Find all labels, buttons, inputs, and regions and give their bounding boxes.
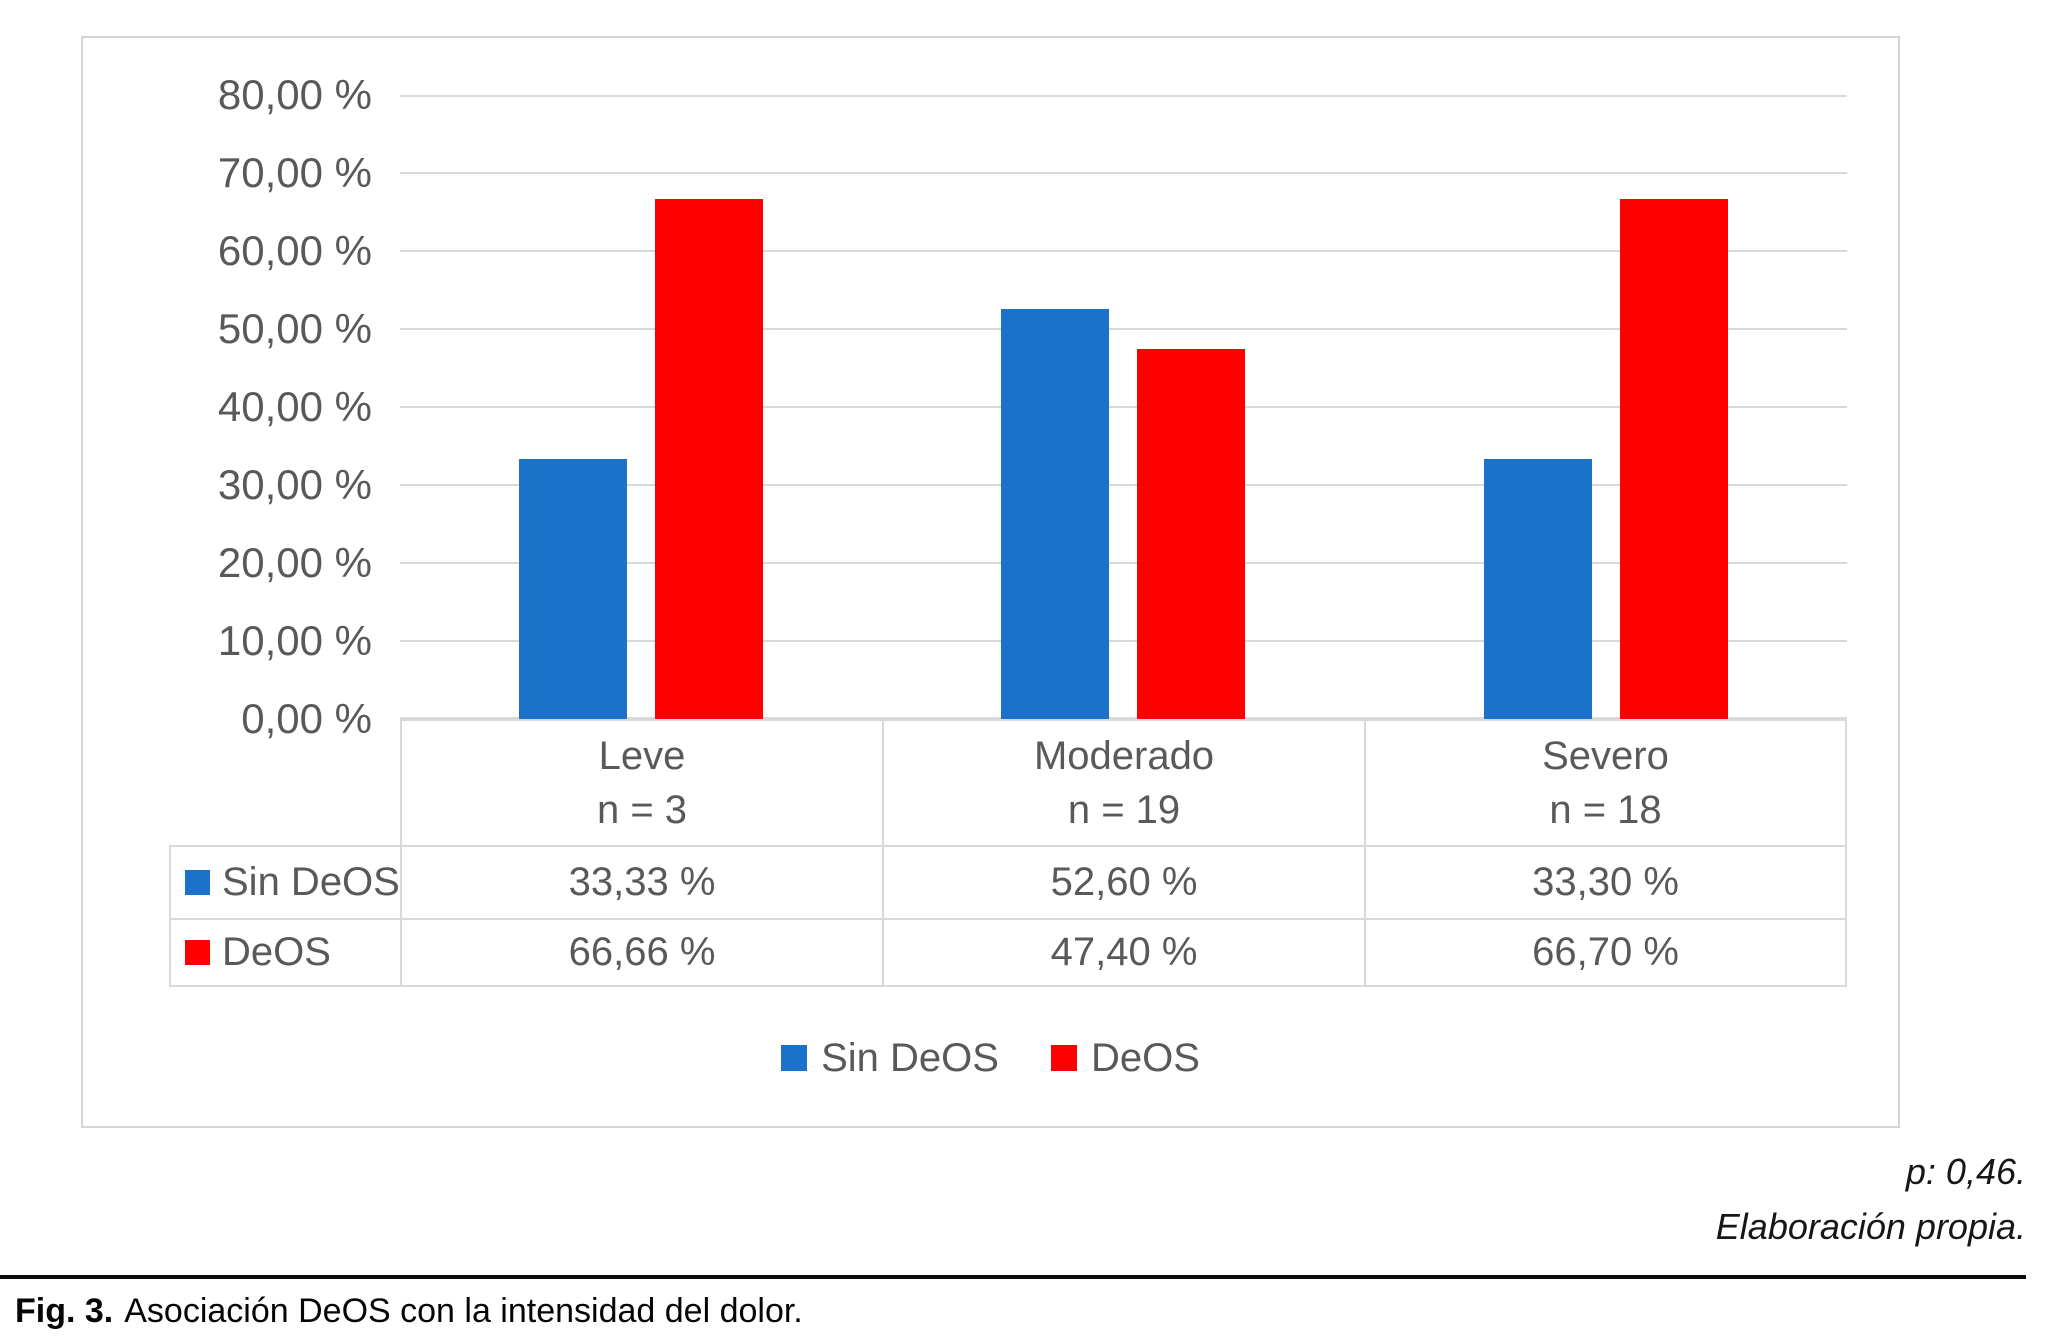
series-name: DeOS bbox=[222, 930, 331, 974]
table-value-deos-leve: 66,66 % bbox=[400, 918, 882, 987]
series-name: Sin DeOS bbox=[222, 860, 400, 904]
table-value-deos-moderado: 47,40 % bbox=[882, 918, 1364, 987]
category-count: n = 3 bbox=[596, 788, 688, 832]
gridline-10 bbox=[400, 640, 1847, 642]
gridline-50 bbox=[400, 328, 1847, 330]
category-label: Severo bbox=[1542, 734, 1669, 778]
y-tick-label: 40,00 % bbox=[217, 383, 372, 430]
caption-text: Asociación DeOS con la intensidad del do… bbox=[124, 1292, 803, 1330]
legend-label: Sin DeOS bbox=[821, 1035, 999, 1080]
table-header-moderado: Moderado n = 19 bbox=[882, 719, 1364, 845]
p-value-text: p: 0,46. bbox=[1905, 1151, 2026, 1192]
bar-deos-moderado bbox=[1137, 349, 1245, 719]
y-tick-label: 20,00 % bbox=[217, 539, 372, 586]
bar-sin-deos-leve bbox=[519, 459, 627, 719]
plot-area bbox=[400, 95, 1847, 719]
gridline-0 bbox=[400, 717, 1847, 719]
table-row-label-deos: DeOS bbox=[169, 918, 400, 987]
y-tick-label: 70,00 % bbox=[217, 149, 372, 196]
category-count: n = 18 bbox=[1549, 788, 1662, 832]
gridline-80 bbox=[400, 95, 1847, 97]
source-text: Elaboración propia. bbox=[1715, 1206, 2026, 1247]
data-table: Leve n = 3 Moderado n = 19 Severo n = 18… bbox=[169, 719, 1848, 987]
legend-item-deos: DeOS bbox=[1050, 1035, 1200, 1081]
legend-key-sin-deos-swatch bbox=[185, 870, 210, 895]
legend-swatch-sin-deos bbox=[781, 1045, 808, 1071]
table-value-deos-severo: 66,70 % bbox=[1364, 918, 1847, 987]
gridline-20 bbox=[400, 562, 1847, 564]
category-label: Leve bbox=[598, 734, 686, 778]
figure-divider bbox=[0, 1275, 2026, 1279]
y-tick-label: 60,00 % bbox=[217, 227, 372, 274]
table-value-sin-deos-severo: 33,30 % bbox=[1364, 845, 1847, 918]
gridline-70 bbox=[400, 172, 1847, 174]
bar-sin-deos-moderado bbox=[1001, 309, 1109, 719]
bar-sin-deos-severo bbox=[1484, 459, 1592, 719]
caption-label: Fig. 3. bbox=[15, 1292, 114, 1330]
category-count: n = 19 bbox=[1067, 788, 1181, 832]
chart-figure-box: 80,00 % 70,00 % 60,00 % 50,00 % 40,00 % … bbox=[81, 36, 1900, 1128]
legend-key-deos-swatch bbox=[185, 940, 210, 965]
chart-legend: Sin DeOS DeOS bbox=[83, 1033, 1898, 1083]
y-axis: 80,00 % 70,00 % 60,00 % 50,00 % 40,00 % … bbox=[83, 38, 372, 1126]
table-corner-cell bbox=[169, 719, 400, 845]
y-tick-label: 10,00 % bbox=[217, 617, 372, 664]
gridline-60 bbox=[400, 250, 1847, 252]
table-header-severo: Severo n = 18 bbox=[1364, 719, 1847, 845]
y-tick-label: 0,00 % bbox=[241, 695, 372, 742]
category-label: Moderado bbox=[1033, 734, 1215, 778]
y-tick-label: 30,00 % bbox=[217, 461, 372, 508]
bar-deos-leve bbox=[655, 199, 763, 719]
table-header-leve: Leve n = 3 bbox=[400, 719, 882, 845]
gridline-40 bbox=[400, 406, 1847, 408]
legend-item-sin-deos: Sin DeOS bbox=[781, 1036, 999, 1081]
table-row-label-sin-deos: Sin DeOS bbox=[169, 845, 400, 918]
table-value-sin-deos-moderado: 52,60 % bbox=[882, 845, 1364, 918]
legend-label: DeOS bbox=[1090, 1035, 1200, 1080]
gridline-30 bbox=[400, 484, 1847, 486]
legend-swatch-deos bbox=[1050, 1045, 1077, 1071]
y-tick-label: 50,00 % bbox=[217, 305, 372, 352]
bar-deos-severo bbox=[1620, 199, 1728, 719]
figure-annotations: p: 0,46. Elaboración propia. bbox=[1716, 1144, 2026, 1254]
figure-caption: Fig. 3. Asociación DeOS con la intensidad… bbox=[15, 1292, 803, 1331]
table-value-sin-deos-leve: 33,33 % bbox=[400, 845, 882, 918]
y-tick-label: 80,00 % bbox=[217, 71, 372, 118]
